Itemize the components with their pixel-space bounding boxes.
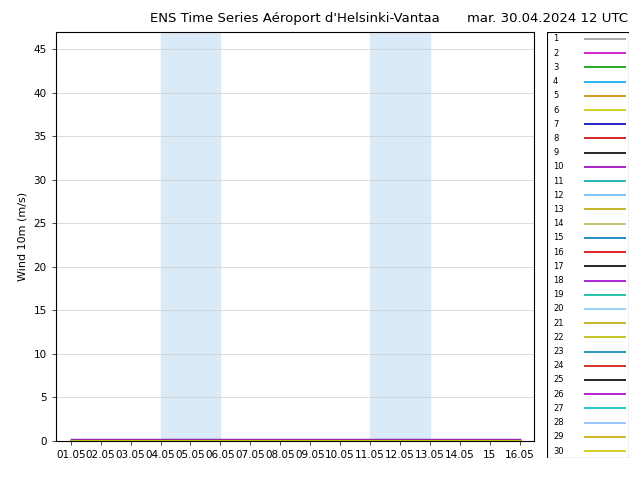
Text: 14: 14 (553, 219, 564, 228)
Text: 18: 18 (553, 276, 564, 285)
Text: 5: 5 (553, 91, 559, 100)
Y-axis label: Wind 10m (m/s): Wind 10m (m/s) (18, 192, 28, 281)
Text: 30: 30 (553, 446, 564, 456)
Text: 6: 6 (553, 105, 559, 115)
Text: ENS Time Series Aéroport d'Helsinki-Vantaa: ENS Time Series Aéroport d'Helsinki-Vant… (150, 12, 440, 25)
Text: 11: 11 (553, 176, 564, 186)
Text: 8: 8 (553, 134, 559, 143)
Text: 15: 15 (553, 233, 564, 243)
Text: 24: 24 (553, 361, 564, 370)
Text: mar. 30.04.2024 12 UTC: mar. 30.04.2024 12 UTC (467, 12, 628, 25)
Text: 4: 4 (553, 77, 559, 86)
Text: 16: 16 (553, 247, 564, 257)
Text: 23: 23 (553, 347, 564, 356)
Text: 21: 21 (553, 318, 564, 328)
Text: 17: 17 (553, 262, 564, 271)
Text: 2: 2 (553, 49, 559, 58)
Text: 13: 13 (553, 205, 564, 214)
Bar (160, 32, 221, 441)
Text: 25: 25 (553, 375, 564, 385)
Text: 7: 7 (553, 120, 559, 129)
Text: 19: 19 (553, 290, 564, 299)
Text: 20: 20 (553, 304, 564, 314)
Text: 29: 29 (553, 432, 564, 441)
Text: 22: 22 (553, 333, 564, 342)
Text: 12: 12 (553, 191, 564, 200)
Text: 26: 26 (553, 390, 564, 399)
Text: 10: 10 (553, 162, 564, 171)
Text: 3: 3 (553, 63, 559, 72)
Text: 28: 28 (553, 418, 564, 427)
Bar (370, 32, 430, 441)
Text: 9: 9 (553, 148, 559, 157)
Text: 27: 27 (553, 404, 564, 413)
Text: 1: 1 (553, 34, 559, 44)
